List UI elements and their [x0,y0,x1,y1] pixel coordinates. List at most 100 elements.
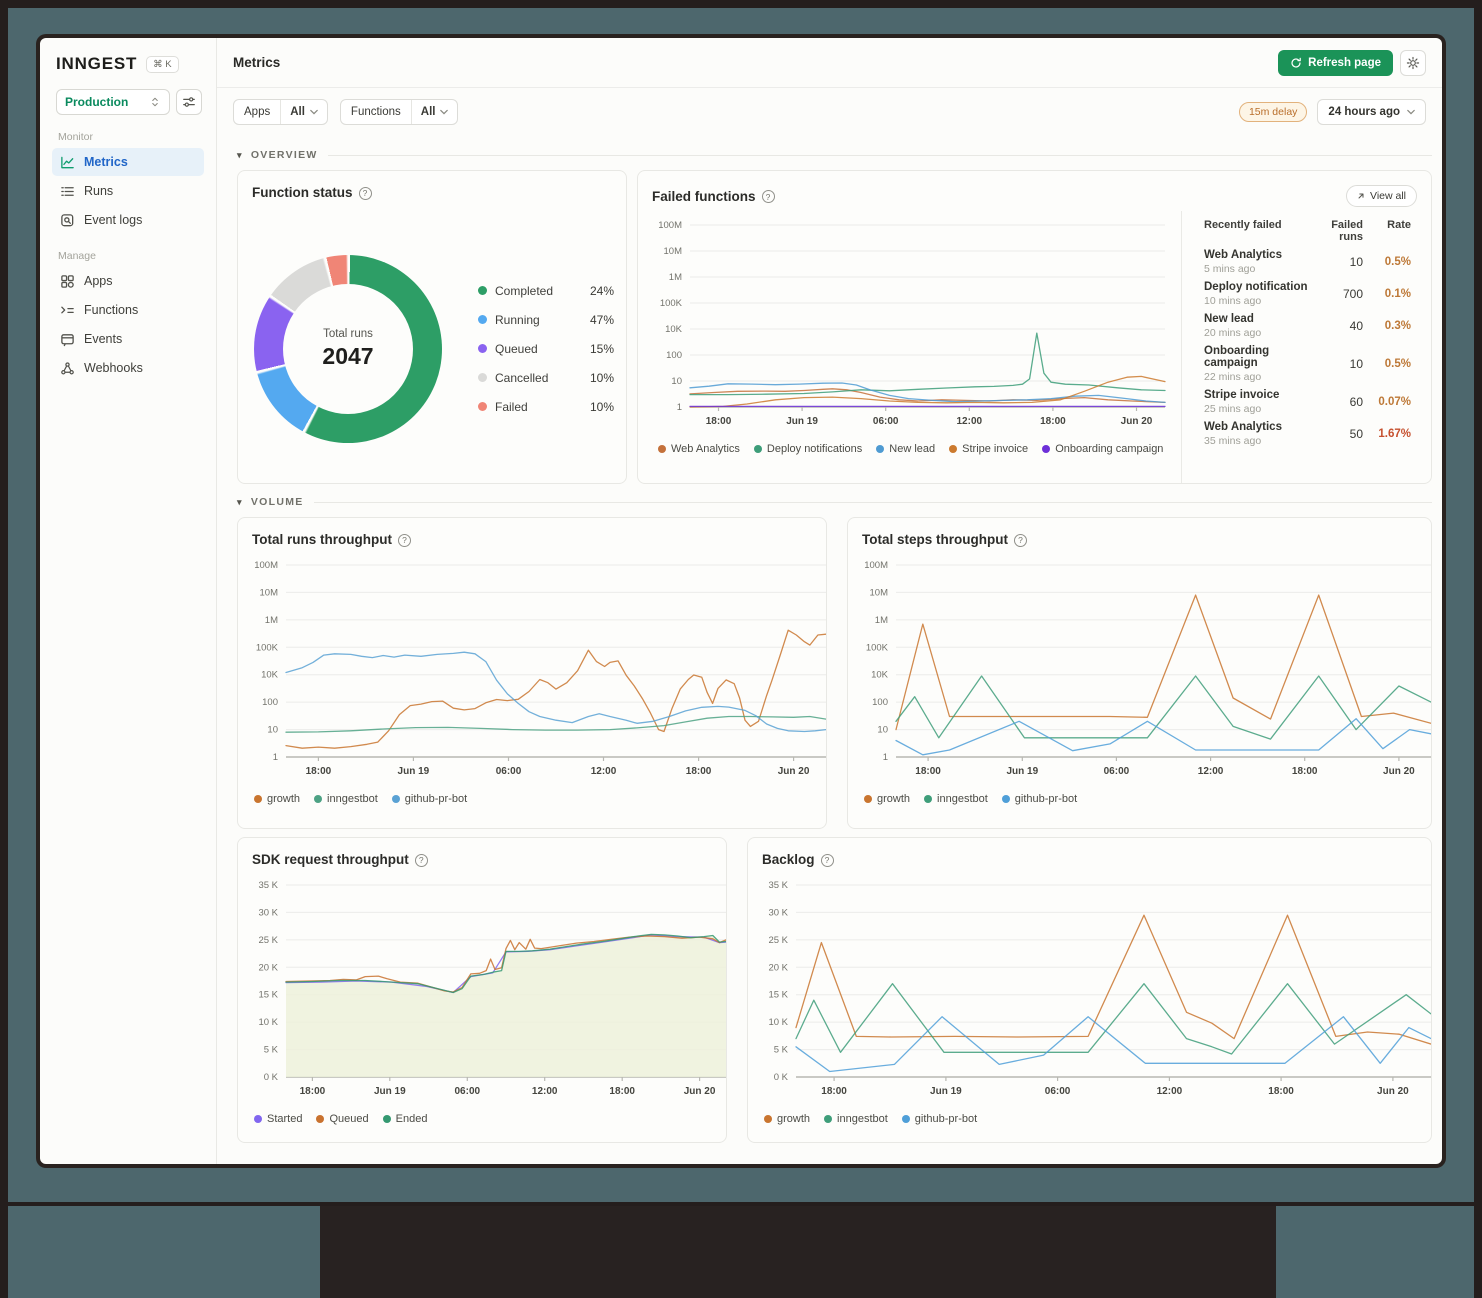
legend-item[interactable]: inngestbot [824,1113,888,1125]
card-title: Total steps throughput [862,532,1008,547]
sidebar-item-event-logs[interactable]: Event logs [52,206,204,234]
failed-functions-body: 100M 10M 1M 100K 10K 100 10 1 18:00 Jun 19 06:00 12… [638,211,1431,483]
section-divider [327,154,1432,156]
functions-filter[interactable]: Functions All [339,98,459,125]
total-steps-throughput-legend: growth inngestbot github-pr-bot [848,787,1431,805]
volume-section-header[interactable]: ▾ VOLUME [237,496,1432,508]
sidebar-item-webhooks[interactable]: Webhooks [52,354,204,382]
refresh-page-button[interactable]: Refresh page [1278,49,1393,76]
sidebar-item-metrics[interactable]: Metrics [52,148,204,176]
legend-item[interactable]: github-pr-bot [901,1113,977,1125]
svg-text:10M: 10M [664,246,683,257]
table-row[interactable]: Onboarding campaign 22 mins ago 10 0.5% [1204,345,1411,383]
view-all-button[interactable]: View all [1346,185,1417,207]
environment-selector[interactable]: Production [56,89,170,115]
time-range-selector[interactable]: 24 hours ago [1317,98,1426,125]
svg-text:18:00: 18:00 [821,1086,847,1097]
svg-text:20 K: 20 K [768,962,788,973]
help-icon[interactable]: ? [414,853,428,867]
failed-rate-value: 1.67% [1378,428,1411,440]
help-icon[interactable]: ? [397,533,411,547]
legend-item[interactable]: Onboarding campaign [1042,443,1163,455]
table-row[interactable]: Deploy notification 10 mins ago 700 0.1% [1204,281,1411,307]
svg-text:Jun 20: Jun 20 [684,1086,716,1097]
filters-right: 15m delay 24 hours ago [1238,98,1426,125]
dashboard-content: ▾ OVERVIEW Function status ? [217,135,1442,1164]
time-range-value: 24 hours ago [1328,105,1400,118]
help-icon[interactable]: ? [820,853,834,867]
table-row[interactable]: Web Analytics 5 mins ago 10 0.5% [1204,249,1411,275]
legend-item[interactable]: Started [254,1113,302,1125]
legend-item[interactable]: Web Analytics [658,443,740,455]
legend-item[interactable]: growth [764,1113,810,1125]
card-header: Failed functions ? View all [638,171,1431,207]
sidebar-item-runs[interactable]: Runs [52,177,204,205]
help-icon[interactable]: ? [1013,533,1027,547]
table-row[interactable]: Stripe invoice 25 mins ago 60 0.07% [1204,389,1411,415]
total-steps-throughput-plot: 100M 10M 1M 100K 10K 100 10 1 18:00 Jun 19 06:00 12… [848,555,1431,787]
donut-legend-row: Running 47% [478,305,614,334]
overview-section-header[interactable]: ▾ OVERVIEW [237,149,1432,161]
failed-function-name: Web Analytics 35 mins ago [1204,421,1311,447]
failed-functions-chart: 100M 10M 1M 100K 10K 100 10 1 18:00 Jun 19 06:00 12… [638,211,1181,483]
command-k-shortcut[interactable]: ⌘ K [146,55,179,73]
sdk-request-throughput-legend: Started Queued Ended [238,1107,726,1125]
table-rows: Web Analytics 5 mins ago 10 0.5% Deploy noti… [1204,249,1411,447]
runs-icon [60,184,75,199]
apps-filter-value[interactable]: All [280,99,327,124]
help-icon[interactable]: ? [761,190,775,203]
legend-value: 10% [589,399,614,414]
legend-label: inngestbot [937,793,988,805]
svg-text:10M: 10M [870,587,889,598]
total-runs-throughput-legend: growth inngestbot github-pr-bot [238,787,826,805]
legend-dot [478,402,487,411]
legend-label: Started [267,1113,303,1125]
table-row[interactable]: Web Analytics 35 mins ago 50 1.67% [1204,421,1411,447]
legend-item[interactable]: New lead [876,443,935,455]
donut-legend: Completed 24% Running 47% Queued 15% Cancelled… [478,276,614,421]
svg-text:Jun 20: Jun 20 [1121,416,1153,427]
help-icon[interactable]: ? [358,186,372,200]
table-header: Recently failed Failed runs Rate [1204,219,1411,243]
legend-label: inngestbot [837,1113,888,1125]
inngest-logo: INNGEST [56,54,138,73]
sidebar-item-functions[interactable]: Functions [52,296,204,324]
svg-text:5 K: 5 K [774,1045,789,1056]
apps-icon [60,274,75,289]
legend-item[interactable]: Ended [382,1113,427,1125]
card-title: SDK request throughput [252,852,409,867]
legend-item[interactable]: growth [254,793,300,805]
sidebar-item-apps[interactable]: Apps [52,267,204,295]
legend-item[interactable]: Queued [316,1113,369,1125]
card-title: Total runs throughput [252,532,392,547]
legend-item[interactable]: inngestbot [314,793,378,805]
failed-runs-value: 60 [1349,395,1363,409]
legend-item[interactable]: Deploy notifications [753,443,862,455]
settings-button[interactable] [1400,49,1426,76]
legend-item[interactable]: github-pr-bot [391,793,467,805]
legend-item[interactable]: inngestbot [924,793,988,805]
svg-text:06:00: 06:00 [873,416,899,427]
backdrop-bottom-panel [320,1206,1276,1298]
functions-filter-value[interactable]: All [410,99,458,124]
donut-legend-row: Cancelled 10% [478,363,614,392]
table-row[interactable]: New lead 20 mins ago 40 0.3% [1204,313,1411,339]
apps-filter[interactable]: Apps All [233,98,328,125]
legend-item[interactable]: growth [864,793,910,805]
svg-text:1M: 1M [669,272,682,283]
legend-item[interactable]: Stripe invoice [949,443,1028,455]
failed-rate-value: 0.1% [1384,288,1411,300]
svg-text:25 K: 25 K [768,935,788,946]
environment-filter-button[interactable] [176,89,202,115]
legend-label: inngestbot [327,793,378,805]
svg-text:100M: 100M [658,220,682,231]
functions-icon [60,303,75,318]
sidebar-item-events[interactable]: Events [52,325,204,353]
app-window-frame: INNGEST ⌘ K Production [36,34,1446,1168]
donut-center: Total runs 2047 [283,284,413,414]
svg-text:18:00: 18:00 [300,1086,326,1097]
backlog-card: Backlog ? 35 K 30 K 25 K 20 K 15 K 10 K 5 K 0 K… [747,837,1432,1143]
legend-label: growth [267,793,301,805]
legend-label: Failed [495,399,528,414]
legend-item[interactable]: github-pr-bot [1001,793,1077,805]
